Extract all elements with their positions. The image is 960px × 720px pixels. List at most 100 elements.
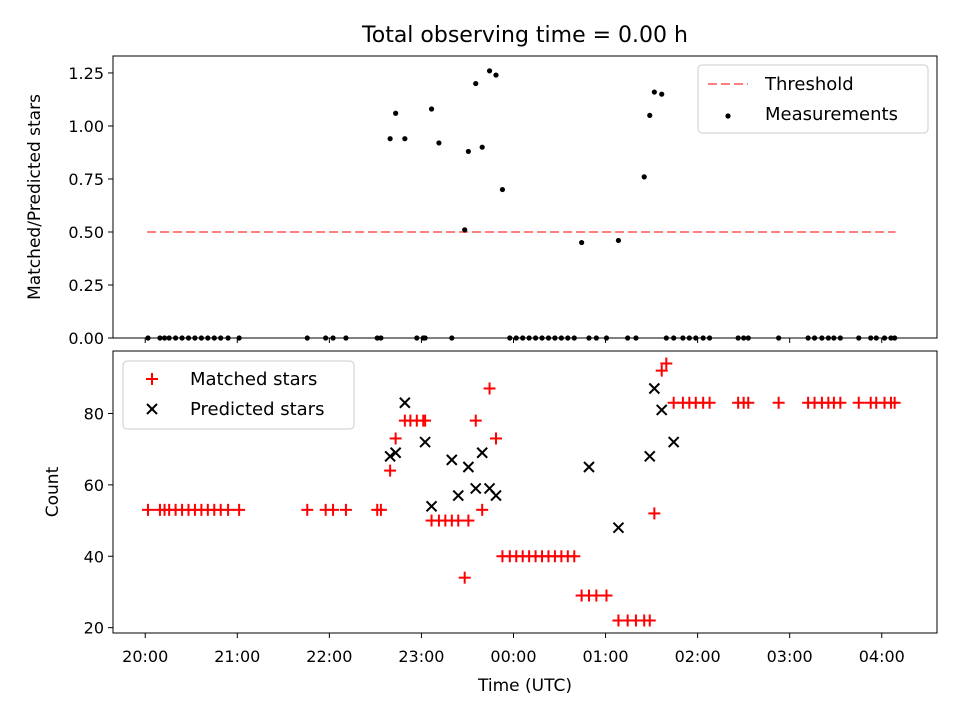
top-ylabel: Matched/Predicted stars <box>25 94 45 300</box>
measurement-point <box>465 148 471 155</box>
legend-matched-swatch <box>146 373 158 385</box>
predicted-star-marker <box>490 489 502 502</box>
matched-star-marker <box>590 589 603 602</box>
x-tick-label: 04:00 <box>859 647 905 666</box>
predicted-star-marker <box>384 450 396 463</box>
predicted-star-marker <box>446 454 458 466</box>
matched-star-marker <box>374 503 387 516</box>
predicted-star-marker <box>389 447 402 459</box>
matched-star-marker <box>339 503 352 516</box>
matched-star-markers <box>141 357 901 627</box>
measurement-point <box>659 91 665 97</box>
matched-star-marker <box>834 396 847 409</box>
matched-star-marker <box>852 396 865 409</box>
matched-star-marker <box>469 414 482 427</box>
matched-star-marker <box>384 464 397 477</box>
bottom-y-tick-label: 60 <box>84 476 104 495</box>
bottom-x-ticks: 20:00 21:00 22:00 23:00 00:00 01:00 02:00 03:00… <box>122 633 905 666</box>
matched-star-marker <box>489 432 502 445</box>
matched-star-marker <box>742 396 755 409</box>
legend-measurements-label: Measurements <box>765 104 898 125</box>
predicted-star-marker <box>425 500 438 512</box>
predicted-star-marker <box>583 461 595 473</box>
bottom-y-tick-label: 20 <box>84 619 104 638</box>
matched-star-marker <box>483 382 496 395</box>
matched-star-marker <box>643 614 656 627</box>
legend-matched-label: Matched stars <box>190 369 317 390</box>
measurement-point <box>651 89 657 95</box>
bottom-axes: 20 40 60 80 20:00 21:00 22:00 23:00 00:00 01:00 0… <box>84 350 938 666</box>
measurement-point <box>615 237 622 244</box>
top-title: Total observing time = 0.00 h <box>361 23 688 48</box>
bottom-ylabel: Count <box>43 466 63 517</box>
measurement-point <box>647 112 653 118</box>
predicted-star-marker <box>476 447 488 459</box>
top-y-tick-label: 1.00 <box>68 117 104 136</box>
matched-star-marker <box>233 503 246 516</box>
top-legend-box <box>697 64 929 134</box>
measurement-point <box>486 68 493 74</box>
matched-star-marker <box>772 396 785 409</box>
top-y-tick-label: 0.75 <box>68 170 104 189</box>
matched-star-marker <box>389 432 402 445</box>
x-tick-label: 23:00 <box>398 647 444 666</box>
measurement-point <box>462 227 468 233</box>
bottom-axes-frame <box>112 350 938 634</box>
measurement-point <box>479 144 485 150</box>
predicted-star-marker <box>667 436 680 448</box>
top-y-tick-label: 0.25 <box>68 276 104 295</box>
predicted-star-marker <box>644 450 656 463</box>
predicted-star-marker <box>648 382 661 395</box>
matched-star-marker <box>568 550 581 563</box>
bottom-y-tick-label: 80 <box>84 404 104 423</box>
measurement-point <box>428 106 435 112</box>
top-axes-frame <box>112 55 938 339</box>
x-tick-label: 21:00 <box>214 647 260 666</box>
bottom-y-tick-label: 40 <box>84 547 104 566</box>
x-tick-label: 02:00 <box>675 647 721 666</box>
matched-star-marker <box>222 503 235 516</box>
matched-star-marker <box>703 396 716 409</box>
measurement-point <box>579 239 585 246</box>
measurement-point <box>387 136 393 142</box>
top-axes: 0.00 0.25 0.50 0.75 1.00 1.25 <box>68 55 938 348</box>
bottom-y-ticks: 20 40 60 80 <box>84 404 113 638</box>
predicted-star-marker <box>419 436 431 448</box>
top-y-tick-label: 0.50 <box>68 223 104 242</box>
matched-star-marker <box>458 571 471 584</box>
x-tick-label: 22:00 <box>306 647 352 666</box>
measurement-point <box>641 174 647 180</box>
matched-star-marker <box>327 503 340 516</box>
matched-star-marker <box>476 503 489 516</box>
legend-threshold-label: Threshold <box>764 74 854 95</box>
bottom-legend-box <box>122 360 355 430</box>
measurement-point <box>436 140 442 146</box>
measurement-point <box>402 136 408 142</box>
matched-star-marker <box>462 514 475 527</box>
x-tick-label: 03:00 <box>767 647 813 666</box>
legend-predicted-label: Predicted stars <box>190 399 324 420</box>
matched-star-marker <box>655 364 668 377</box>
predicted-star-marker <box>470 482 482 495</box>
matched-star-marker <box>452 514 465 527</box>
predicted-star-marker <box>656 404 668 416</box>
matched-star-marker <box>648 507 661 520</box>
top-y-ticks: 0.00 0.25 0.50 0.75 1.00 1.25 <box>68 64 113 348</box>
predicted-star-marker <box>399 397 411 409</box>
matched-star-marker <box>600 589 613 602</box>
top-legend: Threshold Measurements <box>697 64 929 134</box>
legend-measurements-swatch <box>725 113 731 119</box>
legend-predicted-swatch <box>146 403 158 415</box>
x-tick-label: 01:00 <box>583 647 629 666</box>
predicted-star-marker <box>452 489 464 502</box>
bottom-legend: Matched stars Predicted stars <box>122 360 355 430</box>
predicted-star-markers <box>384 382 680 534</box>
matched-star-marker <box>419 414 432 427</box>
predicted-star-marker <box>462 461 475 473</box>
top-y-tick-label: 0.00 <box>68 329 104 348</box>
measurement-point <box>499 186 506 193</box>
measurement-point <box>473 80 479 87</box>
matched-star-marker <box>301 503 314 516</box>
x-tick-label: 00:00 <box>490 647 536 666</box>
